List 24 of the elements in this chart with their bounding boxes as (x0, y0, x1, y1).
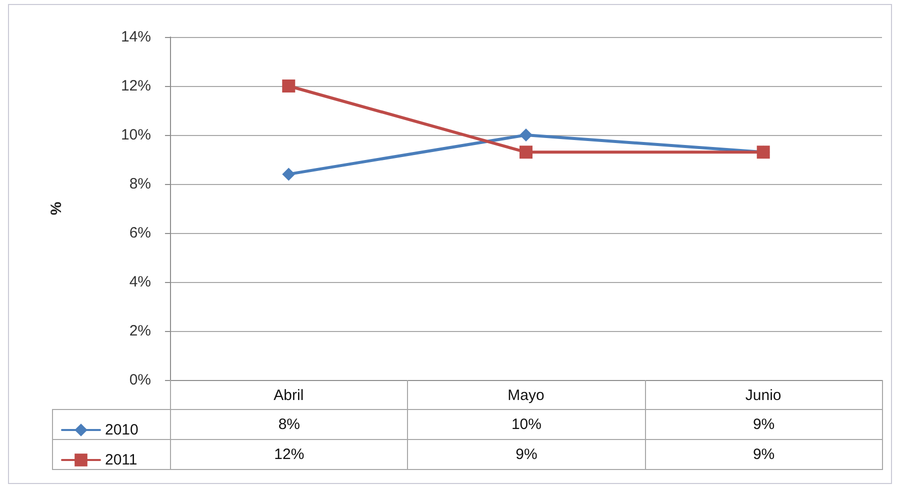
data-label: 8% (278, 416, 300, 433)
x-tick-label: Junio (745, 387, 782, 404)
y-tick-label: 14% (120, 28, 151, 46)
point (520, 146, 532, 159)
y-tick-label: 12% (120, 78, 151, 94)
y-tick-label: 10% (120, 126, 151, 144)
y-tick-label: 8% (129, 176, 151, 192)
y-tick-label: 0% (129, 372, 151, 388)
x-tick-label: Abril (274, 387, 304, 404)
data-label: 9% (752, 446, 775, 463)
legend-label: 2011 (105, 452, 138, 468)
point (282, 168, 296, 181)
y-axis-title: % (48, 202, 65, 216)
data-label: 9% (752, 416, 775, 433)
data-label: 12% (274, 446, 304, 463)
data-label: 9% (516, 446, 538, 463)
y-tick-label: 2% (129, 322, 151, 340)
x-tick-label: Mayo (508, 387, 544, 404)
data-label: 10% (511, 416, 542, 433)
point (282, 80, 296, 92)
point (520, 128, 532, 142)
legend-label: 2010 (105, 422, 138, 438)
y-tick-label: 6% (129, 224, 151, 242)
y-tick-label: 4% (129, 274, 151, 290)
